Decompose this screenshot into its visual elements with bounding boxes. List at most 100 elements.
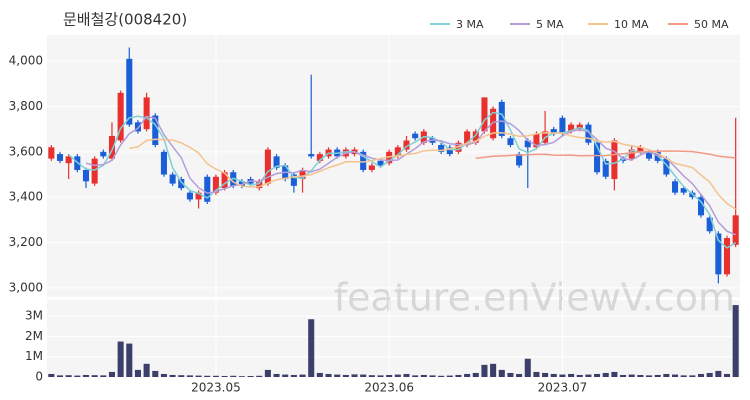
volume-bar: [715, 370, 722, 377]
volume-bar: [368, 375, 375, 377]
legend-label: 10 MA: [614, 18, 649, 31]
volume-bar: [481, 364, 488, 377]
candle-body: [646, 151, 653, 159]
candle-body: [550, 129, 557, 134]
candle-body: [498, 101, 505, 136]
candle-body: [273, 156, 280, 168]
chart-title: 문배철강(008420): [63, 11, 187, 29]
y-tick-label: 3,000: [9, 280, 43, 294]
x-tick-label: 2023.06: [364, 381, 414, 395]
volume-bar: [446, 375, 453, 377]
volume-bar: [351, 374, 358, 377]
candle-body: [697, 197, 705, 216]
volume-bar: [420, 374, 427, 377]
candle-body: [412, 133, 419, 139]
volume-bar: [160, 373, 167, 377]
candle-body: [671, 181, 679, 193]
legend-label: 3 MA: [456, 18, 484, 31]
candle-body: [212, 176, 219, 193]
candle-body: [394, 147, 401, 157]
volume-bar: [342, 374, 349, 377]
candle-body: [256, 181, 263, 189]
volume-bar: [204, 375, 211, 377]
volume-bar: [143, 363, 150, 377]
volume-bar: [524, 358, 531, 377]
volume-bar: [646, 375, 653, 377]
volume-bar: [602, 372, 609, 377]
volume-bar: [377, 375, 384, 377]
volume-bar: [438, 375, 445, 377]
candle-body: [723, 238, 731, 275]
volume-bar: [654, 374, 661, 377]
volume-bar: [550, 373, 557, 377]
x-tick-label: 2023.07: [538, 381, 588, 395]
ma-line: [475, 150, 736, 160]
volume-bar: [221, 375, 228, 377]
volume-bar: [152, 370, 159, 377]
y-tick-label: 3,200: [9, 235, 43, 249]
volume-tick-label: 3M: [25, 309, 43, 323]
candle-body: [377, 160, 384, 166]
candle-body: [585, 124, 592, 143]
candle-body: [195, 192, 202, 200]
volume-bar: [680, 375, 687, 377]
candle-body: [308, 154, 315, 157]
candle-body: [472, 131, 479, 143]
volume-bar: [394, 374, 401, 377]
y-tick-label: 3,600: [9, 144, 43, 158]
volume-bar: [464, 373, 471, 377]
volume-bar: [429, 375, 436, 377]
volume-bar: [325, 373, 332, 377]
candle-body: [360, 151, 367, 170]
candle-body: [663, 158, 670, 175]
volume-bar: [628, 374, 635, 377]
candle-body: [108, 135, 116, 159]
volume-bar: [48, 373, 55, 377]
volume-bar: [238, 376, 245, 377]
candle-body: [481, 97, 488, 132]
volume-bar: [100, 375, 107, 377]
volume-bar: [568, 373, 575, 377]
candle-body: [732, 215, 739, 245]
volume-bar: [689, 375, 696, 377]
volume-bar: [247, 375, 254, 377]
volume-bar: [316, 372, 323, 377]
ma-line: [68, 111, 737, 249]
candle-body: [602, 160, 609, 177]
volume-bar: [290, 374, 297, 377]
volume-bar: [697, 373, 705, 377]
candle-body: [126, 58, 133, 125]
volume-tick-label: 0: [35, 370, 43, 384]
volume-bar: [455, 374, 462, 377]
volume-bar: [273, 373, 280, 377]
candle-body: [715, 233, 722, 275]
y-tick-label: 3,800: [9, 99, 43, 113]
y-tick-label: 3,400: [9, 190, 43, 204]
x-tick-label: 2023.05: [191, 381, 241, 395]
volume-bar: [212, 375, 219, 377]
volume-bar: [542, 372, 549, 377]
candle-body: [56, 154, 64, 161]
volume-bar: [723, 373, 731, 377]
volume-bar: [386, 374, 393, 377]
volume-bar: [732, 305, 739, 377]
volume-bar: [559, 374, 566, 377]
candle-body: [204, 176, 211, 202]
candle-body: [680, 188, 687, 193]
volume-bar: [334, 374, 341, 377]
ma-line: [129, 132, 737, 210]
candle-body: [706, 217, 713, 232]
volume-tick-label: 2M: [25, 329, 43, 343]
volume-bar: [256, 375, 263, 377]
candle-body: [507, 138, 514, 146]
volume-bar: [299, 374, 306, 377]
candle-body: [134, 122, 141, 132]
candle-body: [178, 179, 185, 189]
volume-bar: [82, 374, 90, 377]
volume-bar: [507, 372, 514, 377]
volume-bar: [308, 319, 315, 377]
volume-bar: [706, 372, 713, 377]
candle-body: [264, 149, 271, 184]
candle-body: [464, 131, 471, 146]
